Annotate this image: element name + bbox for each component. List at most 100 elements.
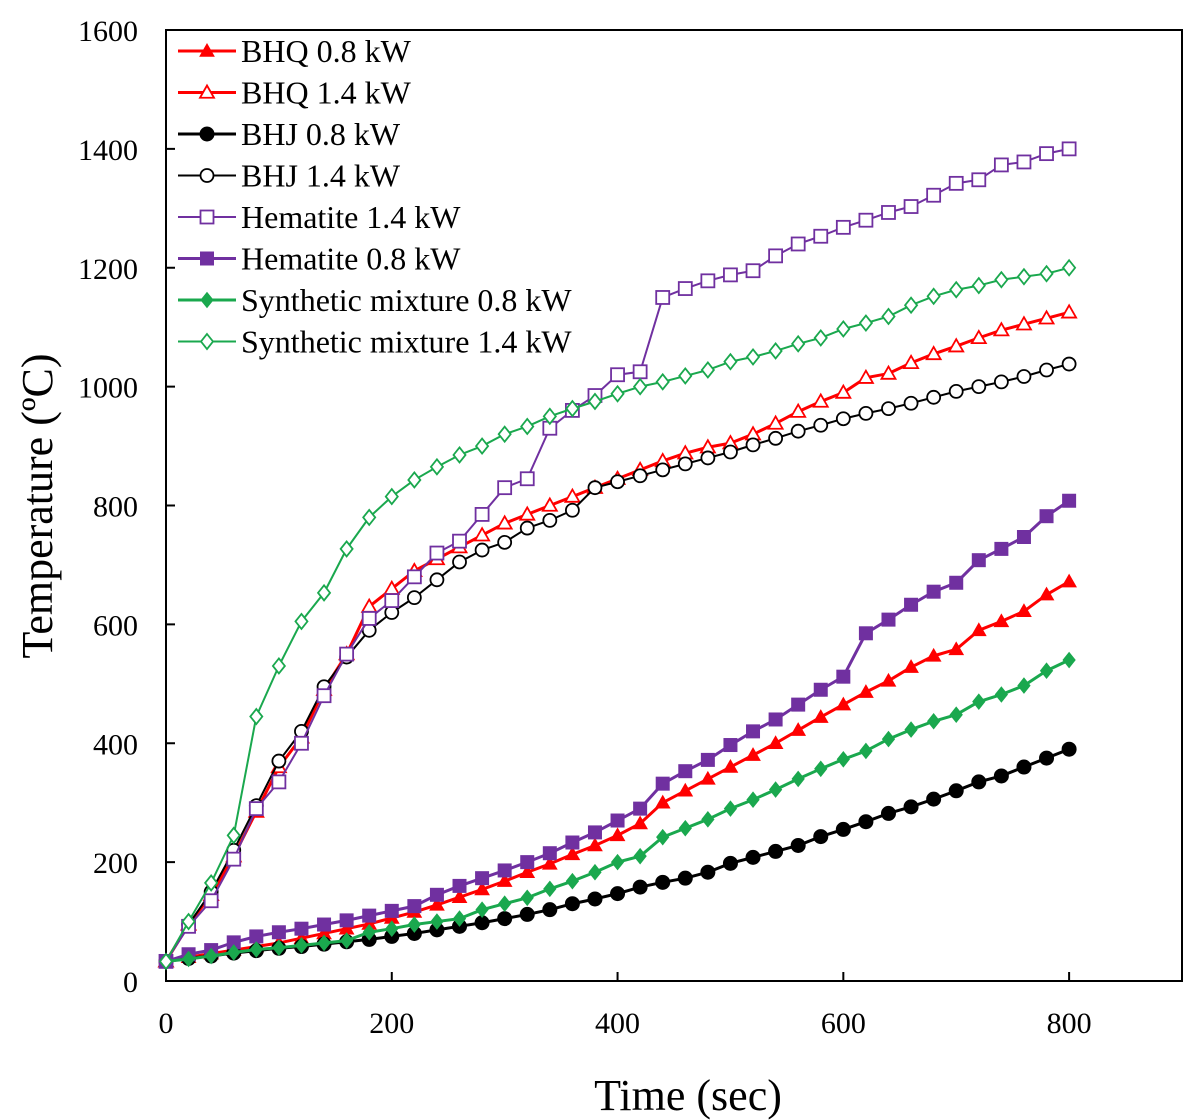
legend-marker-swatch — [200, 251, 214, 266]
data-point — [655, 874, 671, 890]
data-point — [497, 863, 512, 878]
data-point — [565, 399, 580, 418]
legend-label: Synthetic mixture 1.4 kW — [241, 324, 572, 360]
data-point — [362, 923, 376, 941]
data-point — [452, 554, 467, 570]
legend-marker-swatch — [199, 126, 215, 142]
data-point — [452, 910, 467, 927]
data-point — [767, 414, 785, 430]
data-point — [654, 794, 671, 809]
data-point — [271, 753, 287, 769]
data-point — [993, 768, 1009, 784]
data-point — [249, 707, 264, 726]
data-point — [1039, 264, 1054, 283]
data-point — [745, 263, 761, 279]
data-point — [587, 837, 603, 852]
data-point — [497, 480, 513, 496]
data-point — [520, 855, 535, 870]
x-tick-label: 200 — [369, 1007, 414, 1040]
data-point — [700, 770, 716, 785]
data-point — [813, 328, 828, 347]
data-point — [361, 611, 377, 626]
data-point — [271, 925, 286, 940]
data-point — [970, 329, 988, 345]
data-point — [474, 881, 490, 896]
data-point — [610, 813, 625, 828]
data-point — [768, 712, 783, 727]
data-point — [1061, 141, 1077, 157]
data-point — [294, 735, 309, 751]
data-point — [903, 659, 919, 673]
data-point — [971, 774, 987, 790]
data-point — [812, 709, 829, 723]
data-point — [451, 889, 468, 903]
data-point — [587, 480, 603, 496]
data-point — [564, 846, 581, 861]
data-point — [362, 508, 377, 527]
data-point — [1061, 741, 1077, 757]
data-point — [271, 774, 287, 790]
y-tick-label: 0 — [123, 966, 138, 999]
legend-marker-swatch — [199, 209, 215, 225]
data-point — [610, 384, 625, 403]
data-point — [722, 759, 739, 773]
data-point — [541, 855, 558, 870]
data-point — [858, 626, 873, 641]
data-point — [881, 730, 896, 748]
data-point — [949, 575, 964, 590]
data-point — [790, 837, 806, 853]
data-point — [677, 456, 693, 472]
data-point — [1016, 369, 1032, 384]
data-point — [970, 622, 987, 637]
data-point — [926, 287, 941, 306]
data-point — [1062, 651, 1076, 669]
data-point — [994, 686, 1009, 703]
data-point — [836, 320, 851, 338]
data-point — [158, 952, 174, 971]
legend-item-synthetic-mixture-1-4-kw: Synthetic mixture 1.4 kW — [178, 324, 572, 360]
data-point — [384, 903, 399, 918]
series-bhq-0-8-kw — [158, 573, 1077, 968]
data-point — [745, 849, 761, 865]
data-point — [700, 450, 716, 466]
data-point — [519, 906, 535, 922]
data-point — [339, 646, 355, 662]
data-point — [925, 647, 942, 662]
data-point — [768, 430, 783, 446]
series-synthetic-mixture-1-4-kw — [158, 258, 1077, 971]
data-point — [971, 553, 986, 568]
data-point — [678, 366, 693, 385]
data-point — [881, 307, 896, 326]
series-hematite-1-4-kw — [158, 141, 1077, 969]
legend-label: Hematite 1.4 kW — [241, 199, 461, 235]
legend-item-synthetic-mixture-0-8-kw: Synthetic mixture 0.8 kW — [178, 282, 572, 318]
data-point — [339, 539, 354, 558]
data-point — [948, 783, 964, 799]
data-point — [947, 337, 965, 353]
legend-item-bhq-0-8-kw: BHQ 0.8 kW — [178, 33, 412, 69]
data-point — [452, 533, 467, 549]
data-point — [407, 916, 421, 933]
data-point — [767, 735, 784, 749]
data-point — [1062, 493, 1077, 508]
data-point — [677, 281, 693, 296]
data-point — [902, 354, 920, 370]
data-point — [317, 934, 331, 952]
data-point — [701, 811, 715, 828]
data-point — [925, 345, 943, 361]
y-tick-label: 1600 — [78, 15, 138, 48]
data-point — [903, 296, 919, 315]
data-point — [948, 175, 964, 191]
data-point — [406, 569, 422, 585]
data-point — [836, 750, 850, 768]
data-point — [835, 696, 852, 711]
data-point — [858, 314, 874, 332]
data-point — [972, 693, 986, 710]
data-point — [903, 799, 919, 815]
data-point — [791, 770, 805, 788]
y-tick-label: 1400 — [78, 134, 138, 167]
data-point — [881, 612, 896, 627]
data-point — [1016, 267, 1032, 286]
data-point — [610, 853, 625, 871]
data-point — [700, 273, 716, 289]
